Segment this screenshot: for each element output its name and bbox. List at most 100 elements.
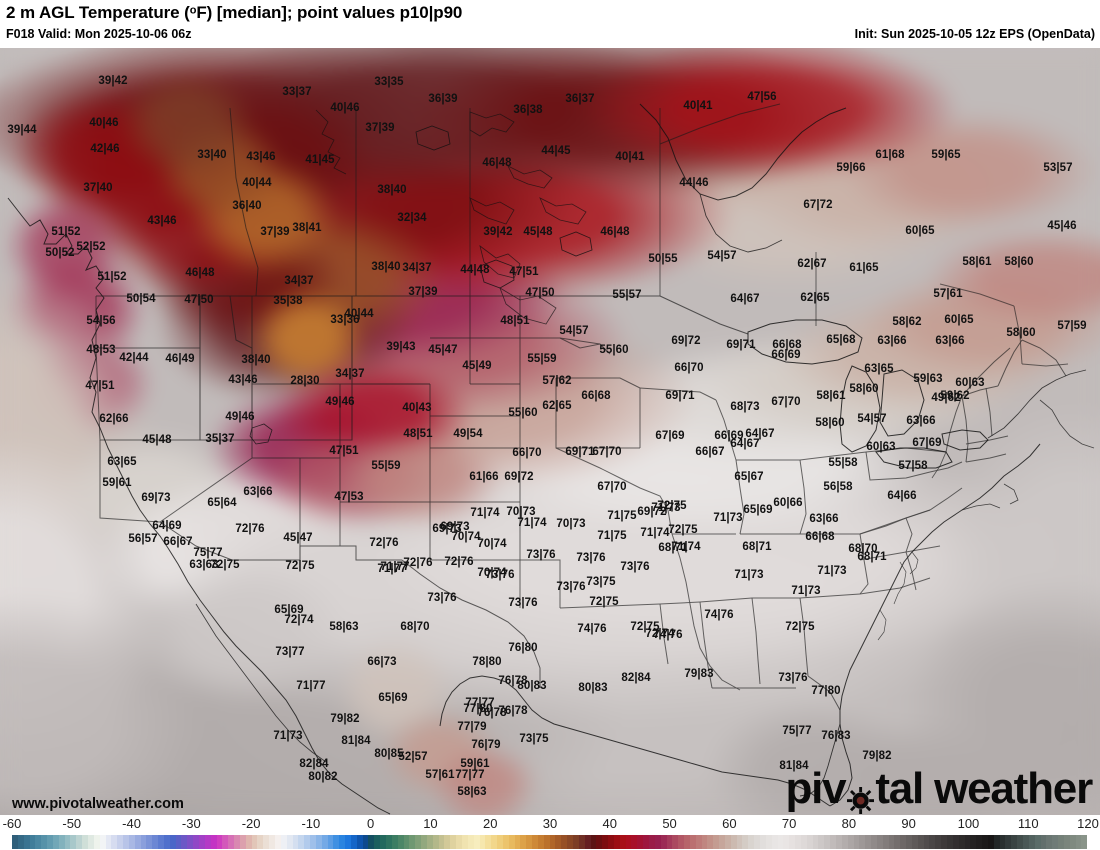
point-value-label: 54|57: [707, 250, 737, 262]
point-value-label: 34|37: [284, 275, 314, 287]
point-value-label: 71|75: [597, 530, 627, 542]
point-value-label: 71|74: [640, 527, 670, 539]
geo-path: [905, 517, 913, 553]
colorbar-swatch: [169, 835, 176, 849]
page-title: 2 m AGL Temperature (oF) [median]; point…: [6, 3, 462, 23]
point-value-label: 40|46: [89, 117, 119, 129]
point-value-label: 47|53: [334, 491, 364, 503]
geo-path: [699, 601, 713, 689]
geo-path: [859, 577, 931, 595]
point-value-label: 45|46: [1047, 220, 1077, 232]
point-value-label: 69|71: [565, 446, 595, 458]
geo-path: [499, 287, 557, 325]
point-value-label: 71|77: [377, 563, 407, 575]
colorbar-swatch: [695, 835, 702, 849]
point-value-label: 50|52: [45, 247, 75, 259]
point-value-label: 57|59: [1057, 320, 1087, 332]
colorbar-swatch: [964, 835, 971, 849]
colorbar-swatch: [689, 835, 696, 849]
colorbar-swatch: [970, 835, 977, 849]
colorbar-swatch: [228, 835, 235, 849]
geo-path: [479, 259, 515, 289]
geo-path: [599, 467, 673, 535]
colorbar-swatch: [853, 835, 860, 849]
point-value-label: 59|61: [102, 477, 132, 489]
colorbar-swatch: [397, 835, 404, 849]
colorbar-swatch: [163, 835, 170, 849]
colorbar-swatch: [999, 835, 1006, 849]
geo-path: [985, 387, 993, 437]
geo-path: [961, 395, 969, 463]
colorbar-swatch: [806, 835, 813, 849]
colorbar-swatch: [204, 835, 211, 849]
geo-path: [865, 447, 947, 453]
colorbar-swatch: [58, 835, 65, 849]
point-value-label: 66|70: [512, 447, 542, 459]
point-value-label: 63|66: [877, 335, 907, 347]
point-value-label: 39|43: [386, 341, 416, 353]
point-value-label: 40|46: [330, 102, 360, 114]
point-value-label: 48|51: [500, 315, 530, 327]
point-value-label: 39|42: [483, 226, 513, 238]
point-value-label: 45|48: [523, 226, 553, 238]
point-value-label: 68|70: [848, 543, 878, 555]
point-value-label: 65|68: [826, 334, 856, 346]
colorbar-gradient[interactable]: [12, 835, 1088, 849]
colorbar-tick: 50: [662, 816, 677, 831]
point-value-label: 76|80: [508, 642, 538, 654]
colorbar-swatch: [234, 835, 240, 849]
point-value-label: 35|38: [273, 295, 303, 307]
point-value-label: 54|57: [857, 413, 887, 425]
colorbar-swatch: [111, 835, 118, 849]
colorbar-swatch: [415, 835, 422, 849]
point-value-label: 47|51: [85, 380, 115, 392]
point-value-label: 73|76: [485, 569, 515, 581]
point-value-label: 62|66: [99, 413, 129, 425]
map-canvas[interactable]: 39|42 39|44 40|46 42|46 37|40 33|37 33|40 43|46…: [0, 48, 1100, 815]
colorbar-swatch: [23, 835, 30, 849]
point-value-label: 71|77: [296, 680, 326, 692]
colorbar-swatch: [789, 835, 796, 849]
point-value-label: 42|46: [90, 143, 120, 155]
point-value-label: 74|76: [577, 623, 607, 635]
geo-path: [469, 197, 515, 225]
geo-path: [507, 165, 553, 189]
point-value-label: 71|73: [651, 502, 681, 514]
colorbar-swatch: [584, 835, 591, 849]
colorbar-swatch: [841, 835, 848, 849]
colorbar-swatch: [35, 835, 42, 849]
point-value-label: 40|44: [344, 308, 374, 320]
colorbar-swatch: [321, 835, 328, 849]
geo-path: [997, 339, 1023, 387]
geo-path: [1021, 363, 1069, 367]
colorbar-swatch: [917, 835, 924, 849]
point-value-label: 79|82: [330, 713, 360, 725]
colorbar-swatch: [409, 835, 416, 849]
colorbar-swatch: [1034, 835, 1041, 849]
colorbar-swatch: [596, 835, 603, 849]
point-value-label: 64|67: [745, 428, 775, 440]
point-value-label: 50|55: [648, 253, 678, 265]
colorbar-swatch: [672, 835, 679, 849]
geo-path: [1021, 339, 1067, 377]
point-value-label: 72|75: [589, 596, 619, 608]
colorbar-swatch: [1022, 835, 1029, 849]
point-value-label: 72|75: [630, 621, 660, 633]
point-value-label: 73|77: [275, 646, 305, 658]
colorbar-tick: -40: [122, 816, 141, 831]
point-value-label: 60|63: [866, 441, 896, 453]
colorbar-swatch: [561, 835, 568, 849]
colorbar-swatch: [894, 835, 901, 849]
colorbar-swatch: [175, 835, 182, 849]
point-value-label: 49|54: [453, 428, 483, 440]
geo-path: [945, 395, 963, 453]
point-value-label: 48|51: [403, 428, 433, 440]
point-value-label: 46|48: [600, 226, 630, 238]
geo-path: [965, 435, 1009, 445]
geo-path: [987, 369, 1087, 439]
point-value-label: 52|52: [76, 241, 106, 253]
point-value-label: 72|75: [210, 559, 240, 571]
colorbar-swatch: [549, 835, 556, 849]
colorbar-swatch: [47, 835, 53, 849]
colorbar-swatch: [386, 835, 392, 849]
